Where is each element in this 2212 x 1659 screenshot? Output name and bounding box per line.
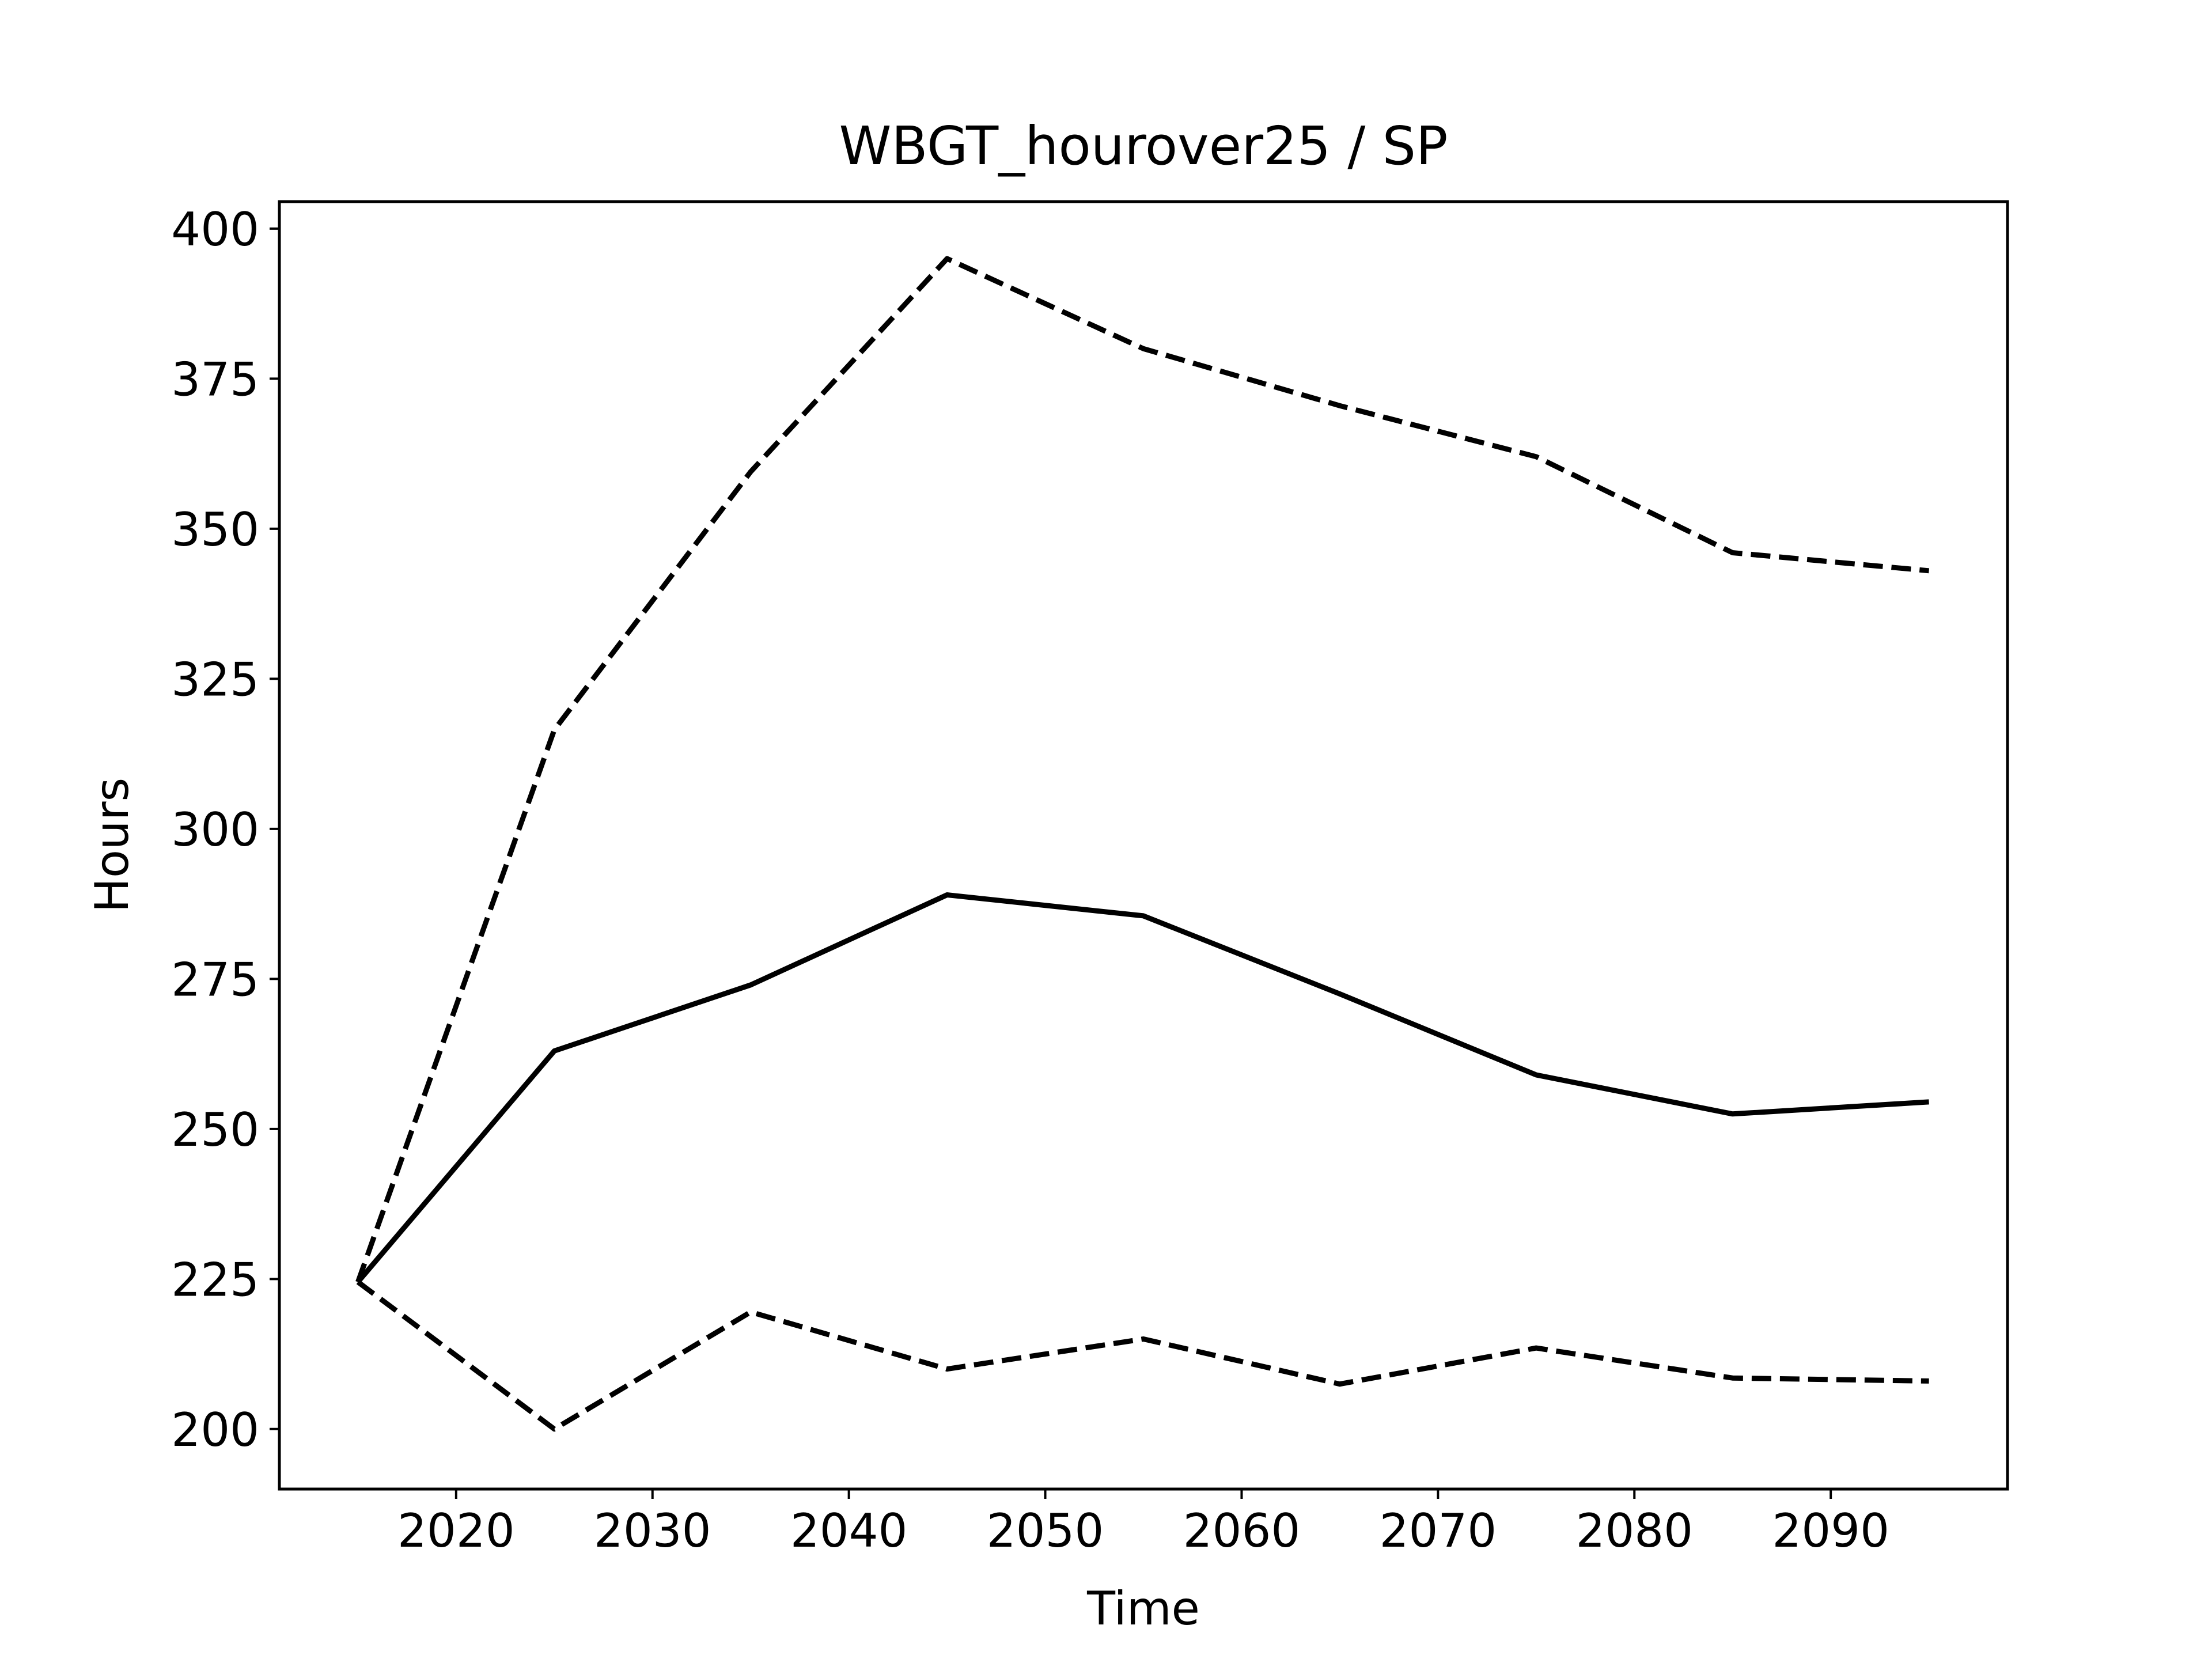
y-tick-label: 250 (171, 1103, 259, 1157)
x-tick-label: 2030 (594, 1504, 711, 1558)
x-tick-label: 2020 (397, 1504, 515, 1558)
y-tick-label: 300 (171, 803, 259, 857)
x-tick-label: 2060 (1183, 1504, 1301, 1558)
series-layer (355, 256, 1930, 1432)
x-axis-ticks: 2020 2030 2040 2050 2060 2070 2080 2090 (397, 1489, 1889, 1558)
series-line-1 (355, 892, 1929, 1284)
x-tick-label: 2050 (987, 1504, 1104, 1558)
series-line-3 (356, 1279, 1929, 1432)
x-tick-label: 2070 (1380, 1504, 1497, 1558)
y-tick-label: 325 (171, 653, 259, 706)
x-tick-label: 2090 (1772, 1504, 1889, 1558)
y-tick-label: 350 (171, 503, 259, 556)
series-line-2 (355, 256, 1930, 1283)
x-tick-label: 2040 (790, 1504, 908, 1558)
y-tick-label: 400 (171, 203, 259, 256)
plot-frame (278, 200, 2009, 1491)
y-tick-label: 200 (171, 1403, 259, 1457)
y-axis-label: Hours (85, 778, 139, 912)
y-tick-label: 275 (171, 953, 259, 1006)
x-axis-label: Time (1086, 1582, 1200, 1635)
chart-title: WBGT_hourover25 / SP (839, 115, 1448, 177)
x-tick-label: 2080 (1575, 1504, 1693, 1558)
y-tick-label: 225 (171, 1253, 259, 1306)
y-tick-label: 375 (171, 353, 259, 406)
y-axis-ticks: 200 225 250 275 300 325 350 375 400 (171, 203, 279, 1457)
